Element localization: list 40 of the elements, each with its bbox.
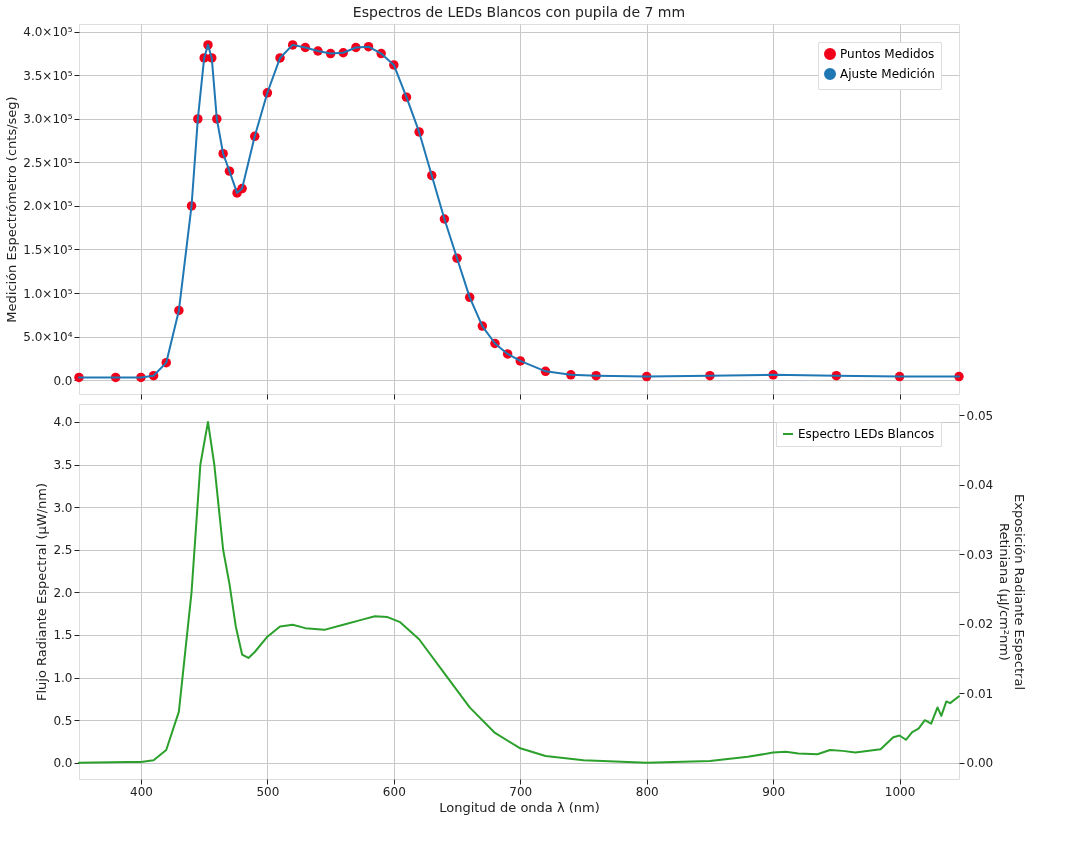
legend-label: Ajuste Medición	[840, 67, 935, 81]
y-tick-label: 3.5	[53, 458, 73, 473]
y2-tick-label: 0.05	[966, 408, 994, 423]
y2-tick-label: 0.03	[966, 547, 994, 562]
y-tick-label: 0.0	[53, 756, 73, 771]
y-tick-label: 2.5×10⁵	[23, 155, 73, 170]
legend-label: Puntos Medidos	[840, 47, 935, 61]
legend-label: Espectro LEDs Blancos	[798, 427, 935, 441]
y-tick-label: 4.0	[53, 415, 73, 430]
y-tick-label: 2.0	[53, 585, 73, 600]
y2-tick-label: 0.01	[966, 686, 994, 701]
x-tick-label: 600	[382, 784, 406, 799]
x-tick-label: 400	[130, 784, 153, 799]
y2-tick-label: 0.02	[966, 617, 994, 632]
y-tick-label: 3.0	[53, 500, 73, 515]
y-tick-label: 1.0×10⁵	[23, 286, 73, 301]
y2-tick-label: 0.00	[966, 756, 994, 771]
x-axis-title: Longitud de onda λ (nm)	[439, 799, 600, 815]
y-tick-label: 1.5×10⁵	[23, 242, 73, 257]
x-tick-label: 800	[635, 784, 659, 799]
y-tick-label: 1.0	[53, 671, 73, 686]
y-tick-label: 2.0×10⁵	[23, 199, 73, 214]
y-tick-label: 0.0	[53, 373, 73, 388]
y-tick-label: 3.5×10⁵	[23, 68, 73, 83]
chart-title: Espectros de LEDs Blancos con pupila de 7 mm	[352, 4, 686, 20]
x-tick-label: 1000	[884, 784, 916, 799]
y-tick-label: 1.5	[53, 628, 73, 643]
x-tick-label: 900	[762, 784, 786, 799]
y-axis-title: Flujo Radiante Espectral (μW/nm)	[34, 482, 50, 702]
y-axis-title: Medición Espectrómetro (cnts/seg)	[4, 96, 20, 323]
line-series	[78, 420, 960, 764]
x-tick-label: 500	[256, 784, 280, 799]
y-tick-label: 4.0×10⁵	[23, 25, 73, 40]
y-tick-label: 5.0×10⁴	[23, 330, 73, 345]
y-tick-label: 2.5	[53, 543, 73, 558]
y-tick-label: 0.5	[53, 713, 73, 728]
y-tick-label: 3.0×10⁵	[23, 112, 73, 127]
x-tick-label: 700	[509, 784, 533, 799]
y2-axis-title: Exposición Radiante Espectral Retiniana (μJ/cm²nm)	[997, 494, 1028, 690]
y2-tick-label: 0.04	[966, 478, 994, 493]
